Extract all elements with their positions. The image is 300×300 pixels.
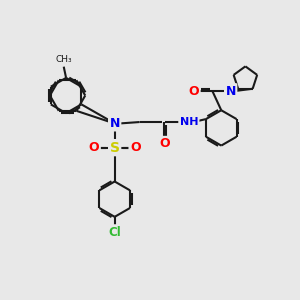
Text: Cl: Cl [108, 226, 121, 239]
Text: S: S [110, 141, 120, 154]
Text: CH₃: CH₃ [56, 55, 72, 64]
Text: N: N [226, 85, 236, 98]
Text: N: N [110, 117, 120, 130]
Text: O: O [130, 141, 141, 154]
Text: O: O [159, 137, 170, 150]
Text: NH: NH [180, 117, 198, 127]
Text: O: O [189, 85, 199, 98]
Text: O: O [89, 141, 99, 154]
